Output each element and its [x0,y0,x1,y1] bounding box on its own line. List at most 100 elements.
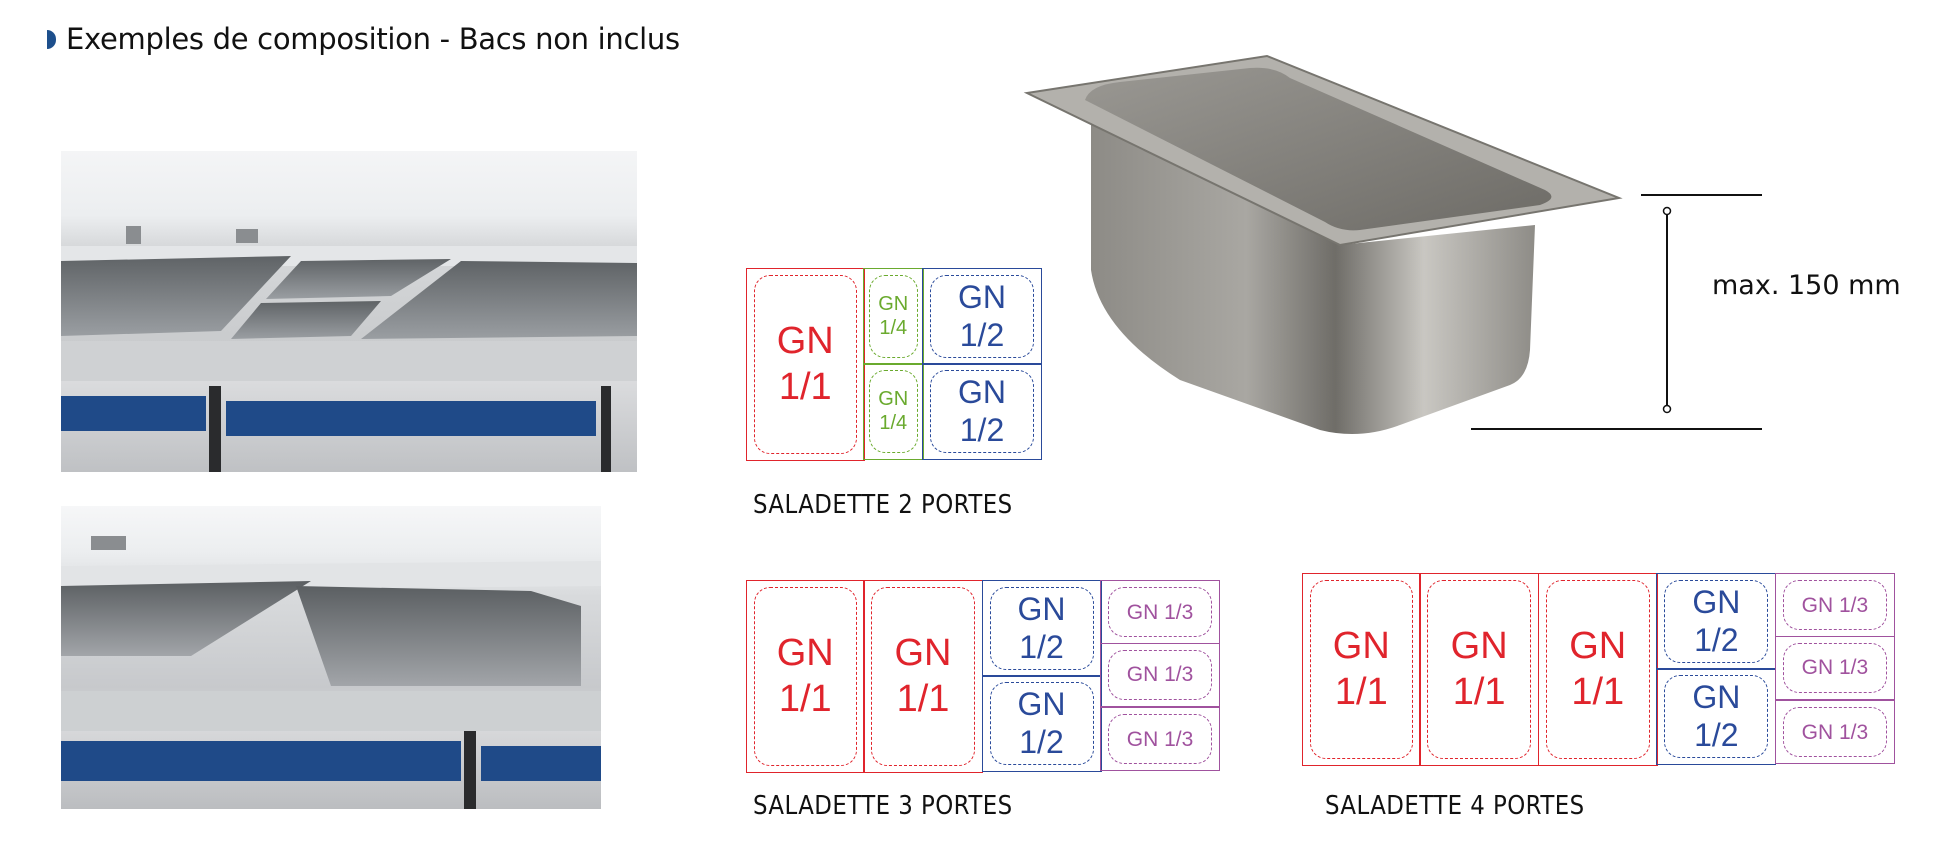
gn-label: GN 1/3 [1801,720,1869,744]
gn-pan-outline: GN 1/3 [1108,714,1212,765]
gn-pan-outline: GN 1/3 [1782,642,1887,694]
gn-slot-gn-1-2: GN 1/2 [1656,573,1777,670]
gn-slot-gn-1-2: GN 1/2 [1656,668,1777,765]
gn-label: GN [878,293,909,316]
gn-slot-gn-1-1: GN 1/1 [746,268,865,461]
column-gn-1-1: GN 1/1 [746,580,865,773]
column-gn-1-2: GN 1/2 GN 1/2 [981,580,1102,773]
saladette-3-portes-layout: GN 1/1 GN 1/1 GN 1/2 GN 1/2 GN 1/3 GN 1/3 GN 1/3 [746,580,1220,773]
gn-slot-gn-1-2: GN 1/2 [922,363,1042,460]
gn-slot-gn-1-2: GN 1/2 [981,580,1102,677]
gn-pan-outline: GN 1/2 [930,370,1034,453]
dimension-marker [1471,194,1762,430]
gn-label: GN [958,278,1006,315]
gn-label: 1/1 [1334,670,1388,713]
gn-label: 1/2 [1694,622,1739,659]
saladette-4-portes-layout: GN 1/1 GN 1/1 GN 1/1 GN 1/2 GN 1/2 GN 1/3 GN 1/3 GN … [1302,573,1895,766]
column-gn-1-1: GN 1/1 [1302,573,1421,766]
gn-label: GN [1332,624,1390,667]
max-depth-label: max. 150 mm [1712,270,1901,301]
column-gn-1-2: GN 1/2 GN 1/2 [1656,573,1777,766]
column-gn-1-1: GN 1/1 [1419,573,1540,766]
gn-label: 1/1 [778,365,832,408]
gn-label: 1/2 [1694,717,1739,754]
column-gn-1-1: GN 1/1 [1537,573,1658,766]
caption-saladette-4-portes: SALADETTE 4 PORTES [1325,791,1585,821]
gn-slot-gn-1-3: GN 1/3 [1774,635,1895,701]
gn-label: GN [1569,624,1627,667]
gn-slot-gn-1-1: GN 1/1 [1302,573,1421,766]
gn-label: GN [958,373,1006,410]
saladette-2-portes-layout: GN 1/1 GN 1/4 GN 1/4 GN 1/2 GN 1/2 [746,268,1042,461]
gn-label: GN [1692,678,1741,715]
column-gn-1-1: GN 1/1 [863,580,983,773]
column-gn-1-2: GN 1/2 GN 1/2 [922,268,1042,461]
gn-label: GN [1692,583,1741,620]
gn-pan-icon [1023,54,1623,434]
gn-pan-outline: GN 1/1 [754,587,857,766]
gn-label: GN [1017,685,1066,722]
gn-label: GN 1/3 [1126,600,1194,624]
gn-pan-outline: GN 1/2 [989,682,1094,765]
gn-slot-gn-1-1: GN 1/1 [863,580,983,773]
gn-label: GN [878,388,909,411]
column-gn-1-3: GN 1/3 GN 1/3 GN 1/3 [1774,573,1895,766]
gn-slot-gn-1-1: GN 1/1 [1537,573,1658,766]
gn-slot-gn-1-3: GN 1/3 [1774,700,1895,765]
gn-pan-outline: GN 1/1 [1310,580,1413,759]
gn-label: GN 1/3 [1126,727,1194,751]
gn-slot-gn-1-4: GN 1/4 [863,363,924,460]
gn-slot-gn-1-2: GN 1/2 [922,268,1042,365]
saladette-photo-drawing [61,226,637,472]
gn-label: GN 1/3 [1801,656,1869,680]
gn-pan-outline: GN 1/2 [1664,580,1769,663]
section-heading: Exemples de composition - Bacs non inclu… [47,22,680,56]
gn-label: 1/1 [1571,670,1625,713]
gn-label: 1/2 [1019,724,1064,761]
gn-pan-outline: GN 1/3 [1108,649,1212,701]
gn-label: GN [1017,590,1066,627]
gn-label: 1/2 [1019,629,1064,666]
gn-pan-outline: GN 1/4 [869,370,918,453]
gn-slot-gn-1-3: GN 1/3 [1100,580,1220,645]
gn-pan-outline: GN 1/4 [869,275,918,358]
gn-label: GN [776,631,834,674]
gn-slot-gn-1-1: GN 1/1 [1419,573,1540,766]
gn-pan-outline: GN 1/1 [1545,580,1650,759]
gn-label: 1/4 [879,317,908,340]
gn-label: 1/4 [879,412,908,435]
gn-pan-outline: GN 1/2 [930,275,1034,358]
column-gn-1-3: GN 1/3 GN 1/3 GN 1/3 [1100,580,1220,773]
gn-pan-outline: GN 1/3 [1108,587,1212,638]
column-gn-1-4: GN 1/4 GN 1/4 [863,268,924,461]
gn-label: GN 1/3 [1801,593,1869,617]
gn-slot-gn-1-4: GN 1/4 [863,268,924,365]
bullet-icon [47,29,56,49]
gn-label: 1/1 [896,677,950,720]
gn-pan-outline: GN 1/1 [1427,580,1532,759]
caption-saladette-2-portes: SALADETTE 2 PORTES [753,490,1013,520]
caption-saladette-3-portes: SALADETTE 3 PORTES [753,791,1013,821]
gn-label: GN [1450,624,1508,667]
heading-text: Exemples de composition - Bacs non inclu… [66,22,680,56]
column-gn-1-1: GN 1/1 [746,268,865,461]
saladette-photo-large [61,506,601,809]
gn-slot-gn-1-1: GN 1/1 [746,580,865,773]
saladette-photo-mixed [61,151,637,472]
gn-label: 1/1 [1452,670,1506,713]
gn-label: GN [776,319,834,362]
gn-label: GN 1/3 [1126,663,1194,687]
gn-pan-outline: GN 1/1 [754,275,857,454]
saladette-photo-drawing [61,536,601,809]
gn-label: 1/1 [778,677,832,720]
gn-label: GN [894,631,952,674]
gn-slot-gn-1-3: GN 1/3 [1774,573,1895,638]
gn-slot-gn-1-3: GN 1/3 [1100,642,1220,708]
gn-label: 1/2 [959,317,1005,354]
gn-pan-outline: GN 1/2 [1664,675,1769,758]
gn-pan-outline: GN 1/2 [989,587,1094,670]
gn-slot-gn-1-2: GN 1/2 [981,675,1102,772]
gn-pan-outline: GN 1/3 [1782,707,1887,758]
gn-slot-gn-1-3: GN 1/3 [1100,707,1220,772]
